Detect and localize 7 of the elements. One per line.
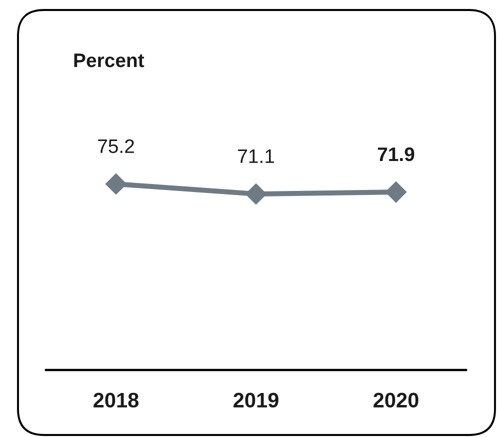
x-tick-label: 2020 bbox=[374, 392, 418, 408]
text: Percent bbox=[74, 54, 144, 68]
x-tick-label: 2018 bbox=[94, 392, 139, 408]
data-label: 75.2 bbox=[98, 139, 134, 154]
x-tick-label: 2019 bbox=[234, 392, 278, 408]
data-label: 71.9 bbox=[378, 147, 414, 162]
data-label: 71.1 bbox=[238, 150, 274, 163]
